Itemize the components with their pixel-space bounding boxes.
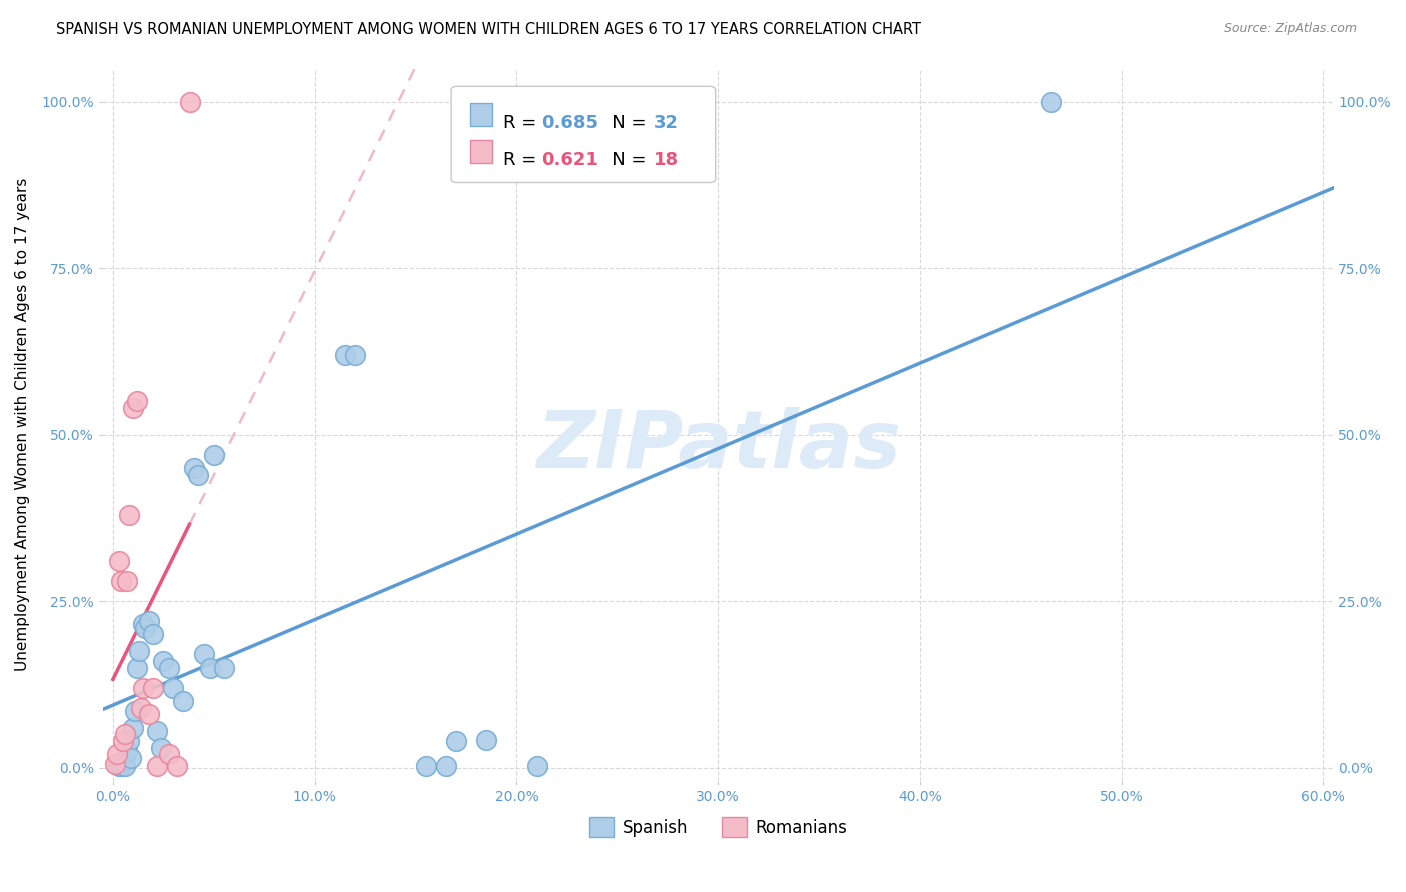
Point	[108, 759, 131, 773]
Point	[122, 401, 145, 416]
Point	[183, 461, 205, 475]
Text: 32: 32	[654, 114, 679, 132]
Point	[111, 734, 134, 748]
Point	[118, 508, 141, 522]
Text: 18: 18	[654, 151, 679, 169]
Point	[202, 448, 225, 462]
FancyBboxPatch shape	[470, 103, 492, 126]
Point	[166, 759, 188, 773]
Point	[115, 574, 138, 589]
Point	[142, 681, 165, 695]
Point	[128, 644, 150, 658]
Text: N =: N =	[595, 114, 652, 132]
Point	[105, 757, 128, 772]
Point	[132, 681, 155, 695]
Point	[444, 734, 467, 748]
Text: ZIPatlas: ZIPatlas	[536, 407, 901, 485]
Point	[157, 661, 180, 675]
Point	[475, 732, 498, 747]
Point	[138, 614, 160, 628]
Point	[132, 617, 155, 632]
Point	[193, 648, 215, 662]
Point	[114, 759, 136, 773]
Point	[110, 758, 132, 772]
Point	[179, 95, 201, 109]
Point	[157, 747, 180, 762]
Point	[212, 661, 235, 675]
Point	[111, 754, 134, 768]
Point	[152, 654, 174, 668]
Legend: Spanish, Romanians: Spanish, Romanians	[582, 810, 853, 844]
Point	[142, 627, 165, 641]
FancyBboxPatch shape	[451, 87, 716, 183]
Text: SPANISH VS ROMANIAN UNEMPLOYMENT AMONG WOMEN WITH CHILDREN AGES 6 TO 17 YEARS CO: SPANISH VS ROMANIAN UNEMPLOYMENT AMONG W…	[56, 22, 921, 37]
Point	[162, 681, 184, 695]
Text: R =: R =	[503, 151, 541, 169]
Point	[124, 704, 146, 718]
Point	[110, 574, 132, 589]
Point	[118, 734, 141, 748]
Point	[526, 759, 548, 773]
Text: Source: ZipAtlas.com: Source: ZipAtlas.com	[1223, 22, 1357, 36]
Point	[138, 707, 160, 722]
FancyBboxPatch shape	[470, 140, 492, 162]
Point	[120, 750, 142, 764]
Text: R =: R =	[503, 114, 541, 132]
Point	[104, 757, 127, 772]
Text: 0.621: 0.621	[541, 151, 598, 169]
Point	[115, 744, 138, 758]
Point	[146, 724, 169, 739]
Text: 0.685: 0.685	[541, 114, 598, 132]
Point	[1040, 95, 1063, 109]
Y-axis label: Unemployment Among Women with Children Ages 6 to 17 years: Unemployment Among Women with Children A…	[15, 178, 30, 672]
Point	[125, 394, 148, 409]
Point	[198, 661, 221, 675]
Point	[114, 727, 136, 741]
Point	[125, 661, 148, 675]
Point	[333, 348, 356, 362]
Point	[134, 621, 156, 635]
Point	[415, 759, 437, 773]
Point	[122, 721, 145, 735]
Text: N =: N =	[595, 151, 652, 169]
Point	[187, 467, 209, 482]
Point	[434, 759, 457, 773]
Point	[172, 694, 194, 708]
Point	[343, 348, 366, 362]
Point	[150, 740, 173, 755]
Point	[129, 700, 152, 714]
Point	[108, 554, 131, 568]
Point	[105, 747, 128, 762]
Point	[146, 759, 169, 773]
